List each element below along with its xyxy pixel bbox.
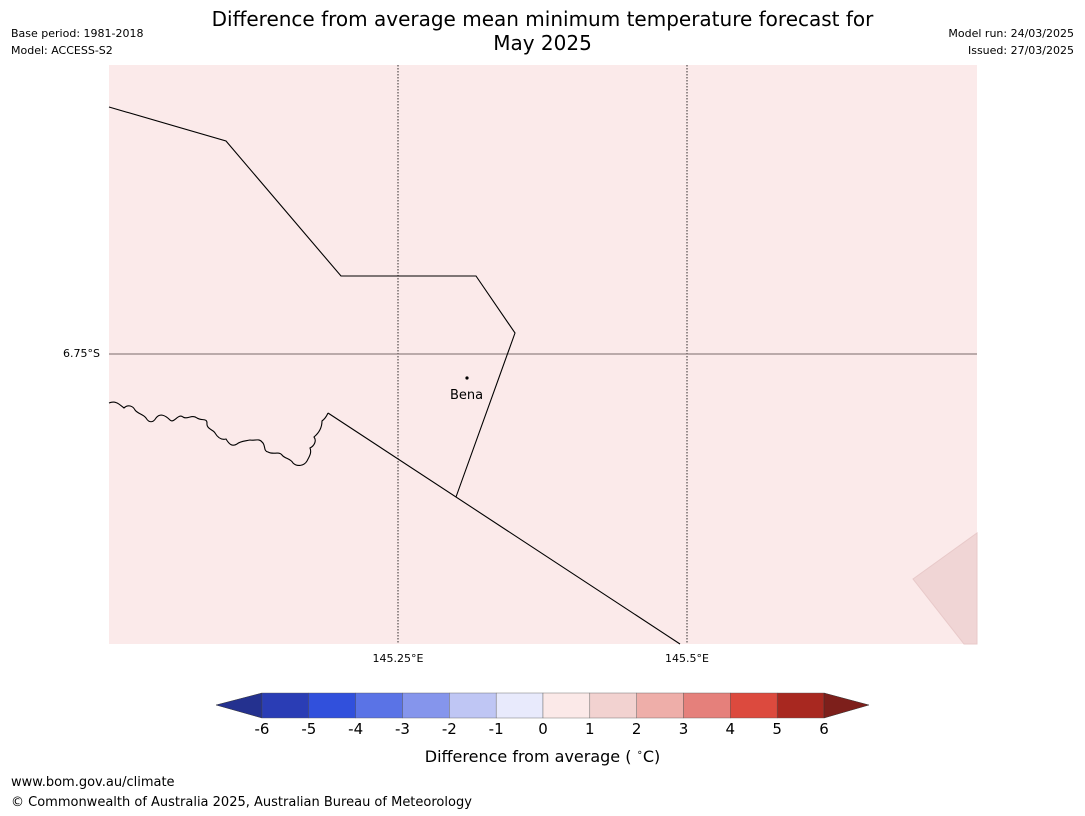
colorbar-label: Difference from average ( ∘C) (300, 747, 785, 766)
lat-label-6-75: 6.75°S (63, 347, 100, 360)
map-title-line-1: Difference from average mean minimum tem… (211, 7, 874, 31)
bena-marker (465, 376, 469, 380)
colorbar-tick-label: -2 (441, 720, 457, 738)
colorbar-tick-label: -4 (348, 720, 364, 738)
colorbar-tick-label: -3 (395, 720, 410, 738)
colorbar-degree-symbol: ∘ (636, 747, 643, 759)
model-run: Model run: 24/03/2025 (948, 27, 1074, 40)
colorbar-tick-label: 1 (585, 720, 595, 738)
base-period: Base period: 1981-2018 (11, 27, 144, 40)
colorbar-cell (636, 692, 684, 719)
colorbar-cell (589, 692, 637, 719)
colorbar-cell (495, 692, 544, 719)
colorbar-cell (683, 692, 731, 719)
place-label-bena: Bena (450, 388, 484, 403)
issued-date: Issued: 27/03/2025 (967, 44, 1074, 57)
river-boundary (108, 401, 329, 466)
model-name: Model: ACCESS-S2 (11, 44, 113, 57)
footer-url: www.bom.gov.au/climate (11, 775, 175, 790)
colorbar-cell (449, 692, 497, 719)
colorbar-extend-high (823, 692, 870, 719)
province-boundary (108, 106, 516, 498)
colorbar-cell (261, 692, 310, 719)
colorbar-cell (308, 692, 356, 719)
lon-label-145-5: 145.5°E (665, 652, 709, 665)
colorbar-label-text: Difference from average ( (424, 747, 637, 766)
colorbar-label-unit: C) (642, 747, 661, 766)
colorbar-cell (355, 692, 403, 719)
colorbar-tick-label: 3 (678, 720, 689, 738)
map-title-line-2: May 2025 (493, 31, 592, 55)
colorbar-cell (402, 692, 450, 719)
colorbar-tick-label: 0 (538, 720, 548, 738)
district-boundary (327, 412, 681, 645)
colorbar-cell (542, 692, 591, 719)
footer-copyright: © Commonwealth of Australia 2025, Austra… (11, 795, 472, 810)
colorbar-cell (730, 692, 778, 719)
colorbar-tick-label: 5 (772, 720, 782, 738)
map-title: Difference from average mean minimum tem… (180, 7, 905, 55)
colorbar-tick-label: 6 (819, 720, 829, 738)
colorbar-tick-label: 2 (631, 720, 642, 738)
colorbar-tick-label: -6 (254, 720, 270, 738)
colorbar-cell (776, 692, 825, 719)
colorbar-tick-label: -5 (301, 720, 317, 738)
colorbar-tick-label: 4 (725, 720, 736, 738)
lon-label-145-25: 145.25°E (372, 652, 424, 665)
colorbar-extend-low (215, 692, 263, 719)
colorbar-tick-label: -1 (488, 720, 504, 738)
corner-region (912, 532, 978, 645)
